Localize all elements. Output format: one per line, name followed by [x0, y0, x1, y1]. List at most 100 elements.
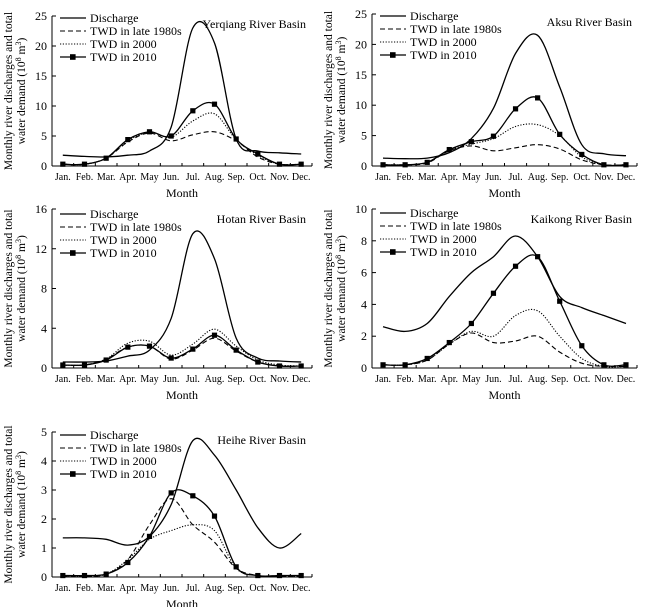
legend-entry: TWD in late 1980s	[90, 24, 182, 38]
y-axis-label-line1: Monthly river discharges and total	[3, 425, 15, 583]
data-point-marker	[424, 355, 430, 362]
data-point-marker	[579, 343, 585, 349]
y-tick-label: 2	[361, 329, 367, 343]
x-tick-label: Oct.	[573, 374, 590, 385]
x-tick-label: Nov.	[594, 374, 613, 385]
y-axis-label-part: water demand	[16, 493, 28, 558]
y-axis-label-part: (10	[336, 60, 348, 76]
data-point-marker	[512, 263, 519, 269]
y-axis-label-part: )	[336, 235, 348, 239]
y-axis-label-part: 8	[14, 57, 23, 61]
legend-entry: TWD in late 1980s	[410, 219, 502, 233]
y-axis-label-part: )	[16, 37, 28, 41]
y-tick-label: 25	[355, 7, 367, 21]
legend-entry: TWD in 2000	[90, 454, 157, 468]
y-tick-label: 10	[355, 202, 367, 216]
y-axis-label-part: (10	[16, 259, 28, 275]
y-tick-label: 5	[41, 425, 47, 439]
legend-entry: TWD in 2010	[90, 246, 157, 260]
y-axis-label: Monthly river discharges and total water …	[3, 12, 28, 170]
x-tick-label: Dec.	[617, 172, 636, 183]
x-tick-label: Nov.	[270, 583, 289, 594]
x-axis-label: Month	[488, 388, 520, 402]
y-axis-label-part: 3	[14, 41, 23, 45]
legend-entry: TWD in 2010	[90, 467, 157, 481]
y-axis-label: Monthly river discharges and total water …	[3, 425, 28, 583]
y-axis-label-part: m	[16, 459, 28, 471]
data-point-marker	[298, 161, 304, 167]
data-point-marker	[298, 363, 304, 369]
series-line	[382, 96, 627, 167]
x-tick-label: Aug.	[528, 172, 548, 183]
y-tick-label: 0	[41, 570, 47, 584]
x-tick-label: May	[462, 172, 480, 183]
y-tick-label: 0	[361, 159, 367, 173]
data-point-marker	[125, 344, 131, 350]
data-point-marker	[623, 362, 629, 368]
y-axis-label-part: m	[16, 45, 28, 57]
legend-marker	[390, 52, 396, 58]
data-point-marker	[125, 137, 131, 143]
data-point-marker	[211, 332, 218, 338]
y-tick-label: 5	[41, 129, 47, 143]
x-tick-label: Jun.	[485, 172, 501, 183]
data-point-marker	[298, 572, 304, 579]
chart-title: Yerqiang River Basin	[203, 17, 306, 31]
y-axis-label-line2: water demand (108 m3)	[14, 235, 28, 342]
data-point-marker	[446, 146, 452, 153]
x-tick-label: Nov.	[270, 374, 289, 385]
y-tick-label: 20	[355, 37, 367, 51]
data-point-marker	[601, 162, 607, 168]
x-tick-label: Aug.	[205, 583, 225, 594]
x-tick-label: Jan.	[55, 172, 71, 183]
y-tick-label: 12	[35, 242, 47, 256]
y-tick-label: 16	[35, 202, 47, 216]
x-tick-label: Jan.	[55, 583, 71, 594]
x-tick-label: Jul.	[186, 583, 200, 594]
data-point-marker	[146, 533, 153, 539]
x-tick-label: Jul.	[186, 172, 200, 183]
x-tick-label: Jun.	[485, 374, 501, 385]
data-point-marker	[446, 339, 452, 346]
y-tick-label: 5	[361, 129, 367, 143]
x-tick-label: Sep.	[551, 172, 569, 183]
y-axis-label-part: 3	[14, 239, 23, 243]
x-tick-label: May	[140, 374, 158, 385]
y-tick-label: 1	[41, 541, 47, 555]
y-axis-label-part: 8	[14, 255, 23, 259]
x-tick-label: May	[462, 374, 480, 385]
data-point-marker	[535, 95, 541, 101]
data-point-marker	[557, 298, 563, 304]
x-tick-label: May	[140, 583, 158, 594]
data-point-marker	[276, 161, 283, 167]
x-tick-label: Feb.	[76, 172, 94, 183]
series-line	[382, 33, 627, 160]
x-tick-label: Aug.	[528, 374, 548, 385]
y-tick-label: 3	[41, 483, 47, 497]
data-point-marker	[168, 133, 174, 139]
data-point-marker	[81, 161, 88, 167]
data-point-marker	[168, 355, 174, 361]
legend-entry: Discharge	[90, 428, 138, 442]
y-axis-label-line1: Monthly river discharges and total	[323, 11, 335, 169]
data-point-marker	[468, 320, 474, 327]
data-point-marker	[103, 155, 109, 161]
x-tick-label: May	[140, 172, 158, 183]
series-line	[382, 308, 627, 368]
chart-panel: 0 1 2 3 4 5 Jan. Feb. Mar. Apr. May Jun. Jul. Aug. Sep…	[3, 425, 313, 607]
legend-entry: Discharge	[90, 11, 138, 25]
y-tick-label: 8	[41, 282, 47, 296]
x-tick-label: Apr.	[119, 583, 137, 594]
legend-entry: TWD in late 1980s	[90, 441, 182, 455]
series-line	[382, 235, 627, 333]
y-axis-label-part: )	[16, 451, 28, 455]
x-tick-label: Jul.	[508, 374, 522, 385]
x-tick-label: Feb.	[76, 583, 94, 594]
legend-marker	[390, 249, 396, 255]
legend-entry: TWD in 2010	[410, 48, 477, 62]
x-tick-label: Aug.	[205, 172, 225, 183]
